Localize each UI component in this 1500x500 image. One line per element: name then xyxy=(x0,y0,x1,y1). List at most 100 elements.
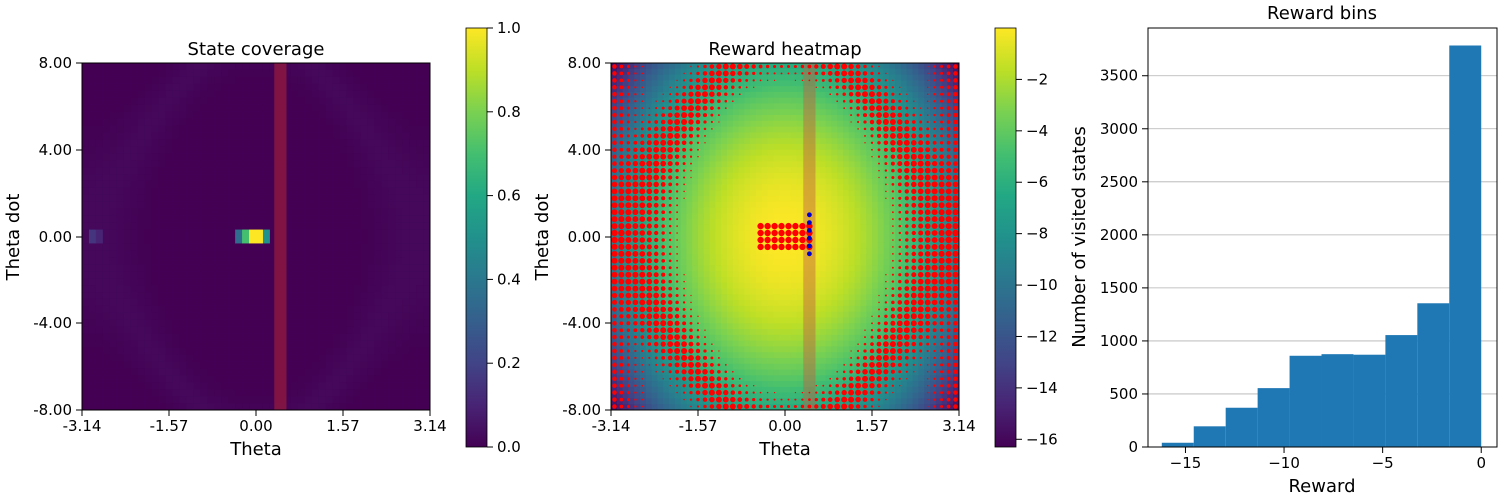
heatmap-cell xyxy=(186,278,194,286)
heatmap-cell xyxy=(332,187,341,196)
heatmap-cell xyxy=(686,259,693,266)
heatmap-cell xyxy=(235,153,243,161)
heatmap-cell xyxy=(367,174,375,182)
heatmap-cell xyxy=(814,363,821,371)
heatmap-cell xyxy=(151,180,160,189)
heatmap-cell xyxy=(416,361,424,369)
heatmap-cell xyxy=(721,334,728,342)
heatmap-cell xyxy=(151,90,160,99)
heatmap-cell xyxy=(802,242,809,249)
heatmap-cell xyxy=(779,386,786,394)
heatmap-cell xyxy=(158,222,167,231)
heatmap-cell xyxy=(640,91,647,99)
heatmap-cell xyxy=(102,194,111,203)
heatmap-cell xyxy=(686,178,693,185)
heatmap-cell xyxy=(325,63,334,71)
heatmap-cell xyxy=(395,180,403,189)
heatmap-cell xyxy=(346,180,354,189)
heatmap-cell xyxy=(367,264,375,272)
heatmap-cell xyxy=(692,161,699,168)
heatmap-cell xyxy=(663,68,670,76)
heatmap-cell xyxy=(221,201,229,210)
heatmap-cell xyxy=(651,97,658,104)
heatmap-cell xyxy=(814,138,821,145)
heatmap-cell xyxy=(727,329,734,336)
heatmap-cell xyxy=(130,125,139,133)
heatmap-cell xyxy=(144,160,153,168)
heatmap-cell xyxy=(843,143,850,151)
heatmap-cell xyxy=(214,194,222,203)
heatmap-cell xyxy=(235,305,243,314)
heatmap-cell xyxy=(193,104,201,113)
heatmap-cell xyxy=(339,368,347,376)
heatmap-cell xyxy=(144,264,153,272)
heatmap-cell xyxy=(738,115,745,122)
heatmap-cell xyxy=(130,167,139,175)
heatmap-cell xyxy=(773,253,780,261)
heatmap-cell xyxy=(102,83,111,92)
heatmap-cell xyxy=(709,138,716,145)
heatmap-cell xyxy=(616,288,624,295)
heatmap-cell xyxy=(790,132,798,139)
heatmap-cell xyxy=(796,80,803,87)
heatmap-cell xyxy=(825,115,832,122)
heatmap-cell xyxy=(151,222,160,231)
heatmap-cell xyxy=(843,91,850,99)
heatmap-cell xyxy=(709,340,716,347)
heatmap-cell xyxy=(802,265,809,272)
heatmap-cell xyxy=(640,346,647,353)
heatmap-cell xyxy=(395,292,403,300)
heatmap-cell xyxy=(634,392,641,399)
heatmap-cell xyxy=(221,69,229,78)
heatmap-cell xyxy=(738,369,745,376)
heatmap-cell xyxy=(790,68,798,76)
heatmap-cell xyxy=(756,167,763,174)
heatmap-cell xyxy=(674,386,682,394)
heatmap-cell xyxy=(256,368,264,376)
heatmap-cell xyxy=(200,340,208,349)
heatmap-cell xyxy=(388,167,396,175)
heatmap-cell xyxy=(802,398,809,405)
heatmap-cell xyxy=(773,91,780,99)
heatmap-cell xyxy=(82,90,90,99)
heatmap-cell xyxy=(304,76,313,85)
heatmap-cell xyxy=(353,250,361,258)
heatmap-cell xyxy=(703,167,711,174)
heatmap-cell xyxy=(831,248,838,255)
heatmap-cell xyxy=(346,222,354,231)
heatmap-cell xyxy=(819,248,827,255)
heatmap-cell xyxy=(831,155,838,162)
heatmap-cell xyxy=(796,305,803,313)
heatmap-cell xyxy=(214,278,222,286)
heatmap-cell xyxy=(116,305,125,314)
heatmap-cell xyxy=(825,265,832,272)
heatmap-cell xyxy=(158,132,167,140)
heatmap-cell xyxy=(761,201,769,209)
heatmap-cell xyxy=(228,69,236,78)
heatmap-cell xyxy=(269,194,278,203)
heatmap-cell xyxy=(283,389,292,397)
heatmap-cell xyxy=(144,222,153,231)
heatmap-cell xyxy=(669,109,676,116)
heatmap-cell xyxy=(221,285,229,293)
heatmap-cell xyxy=(721,155,728,162)
heatmap-cell xyxy=(814,381,821,388)
heatmap-cell xyxy=(339,250,347,258)
heatmap-cell xyxy=(796,386,803,394)
heatmap-cell xyxy=(151,167,160,175)
heatmap-cell xyxy=(116,326,125,335)
heatmap-cell xyxy=(732,300,740,307)
heatmap-cell xyxy=(88,90,97,99)
heatmap-cell xyxy=(346,83,354,92)
heatmap-cell xyxy=(409,347,417,355)
heatmap-cell xyxy=(221,90,229,99)
heatmap-cell xyxy=(796,381,803,388)
heatmap-cell xyxy=(95,319,104,328)
heatmap-cell xyxy=(808,386,815,394)
heatmap-cell xyxy=(228,305,236,314)
heatmap-cell xyxy=(339,160,347,168)
heatmap-cell xyxy=(360,125,368,133)
heatmap-cell xyxy=(663,352,670,359)
heatmap-cell xyxy=(325,222,334,231)
heatmap-cell xyxy=(116,354,125,362)
